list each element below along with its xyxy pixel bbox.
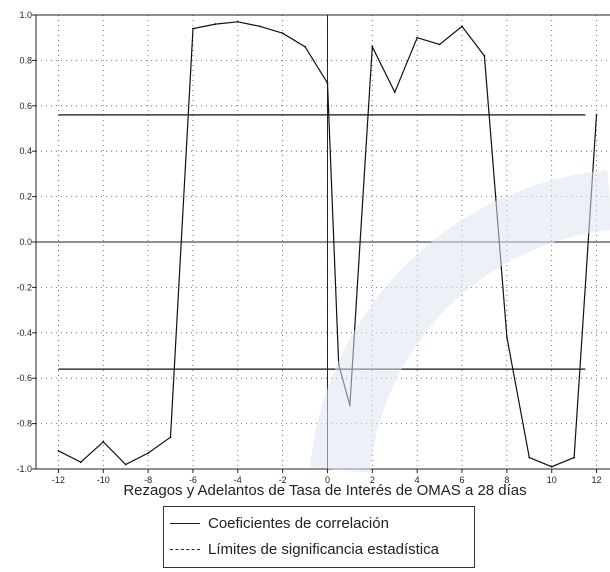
x-tick-label: 8 [504, 475, 509, 485]
y-tick-label: 0.4 [19, 146, 32, 156]
correlation-point [79, 461, 82, 464]
legend-dashed-line-swatch [170, 548, 200, 550]
legend-item-significance: Límites de significancia estadística [170, 539, 439, 559]
correlation-point [124, 463, 127, 466]
x-tick-label: -12 [52, 475, 65, 485]
x-tick-label: -6 [189, 475, 197, 485]
y-tick-label: -0.6 [16, 373, 32, 383]
x-tick-labels: -12 -10 -8 -6 -4 -2 0 2 4 6 8 10 12 [52, 475, 602, 485]
x-tick-label: 6 [460, 475, 465, 485]
correlation-point [326, 82, 329, 84]
correlation-point [281, 32, 284, 35]
x-tick-label: 4 [415, 475, 420, 485]
correlation-point [349, 404, 351, 407]
y-tick-label: 0.8 [19, 55, 32, 65]
y-tick-label: 0.6 [19, 101, 32, 111]
legend-label-significance: Límites de significancia estadística [208, 540, 439, 558]
x-tick-label: 12 [592, 475, 602, 485]
y-tick-label: -0.4 [16, 328, 32, 338]
correlation-point [304, 45, 306, 48]
correlation-point [192, 27, 194, 30]
legend-solid-line-swatch [170, 522, 200, 524]
y-tick-label: -0.8 [16, 419, 32, 429]
x-tick-label: 10 [547, 475, 557, 485]
correlation-point [214, 23, 217, 25]
correlation-point [337, 363, 340, 366]
correlation-point [371, 45, 374, 48]
correlation-point [169, 436, 172, 439]
correlation-point [461, 25, 463, 28]
correlation-point [505, 336, 508, 339]
y-tick-label: 0.0 [19, 237, 32, 247]
x-tick-label: -4 [234, 475, 242, 485]
x-tick-label: 2 [370, 475, 375, 485]
y-tick-label: 0.2 [19, 192, 32, 202]
x-tick-label: -8 [144, 475, 152, 485]
correlation-point [595, 113, 598, 116]
y-tick-labels: 1.0 0.8 0.6 0.4 0.2 0.0 -0.2 -0.4 -0.6 -0.8 -1.0 [16, 10, 32, 474]
y-tick-label: -1.0 [16, 464, 32, 474]
correlation-point [236, 20, 239, 23]
legend-item-correlation: Coeficientes de correlación [170, 513, 389, 533]
correlation-point [416, 36, 419, 39]
y-tick-label: -0.2 [16, 282, 32, 292]
x-tick-label: 0 [325, 475, 330, 485]
correlation-point [57, 449, 60, 452]
x-tick-label: -2 [279, 475, 287, 485]
legend: Coeficientes de correlación Límites de s… [163, 506, 475, 568]
legend-label-correlation: Coeficientes de correlación [208, 514, 389, 532]
correlation-point [528, 456, 531, 459]
correlation-point [259, 25, 262, 28]
correlation-point [438, 43, 441, 46]
correlation-point [573, 456, 576, 459]
x-axis-title: Rezagos y Adelantos de Tasa de Interés d… [123, 482, 526, 499]
correlation-chart: 1.0 0.8 0.6 0.4 0.2 0.0 -0.2 -0.4 -0.6 -0.8 -1.0 -… [16, 10, 610, 499]
y-tick-label: 1.0 [19, 10, 32, 20]
correlation-point [102, 440, 105, 443]
x-tick-label: -10 [97, 475, 110, 485]
correlation-point [393, 91, 396, 94]
correlation-point [147, 452, 150, 455]
correlation-point [483, 54, 486, 57]
correlation-point [550, 465, 553, 468]
